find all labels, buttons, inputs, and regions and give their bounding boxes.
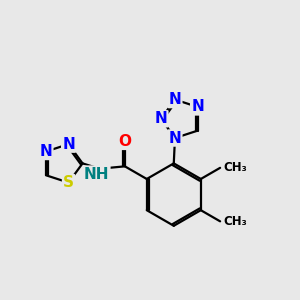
Text: CH₃: CH₃ (224, 161, 248, 174)
Text: N: N (154, 111, 167, 126)
Text: N: N (62, 137, 75, 152)
Text: N: N (169, 92, 181, 107)
Text: S: S (63, 175, 74, 190)
Text: N: N (40, 144, 52, 159)
Text: N: N (191, 99, 204, 114)
Text: O: O (118, 134, 131, 149)
Text: NH: NH (84, 167, 110, 182)
Text: N: N (169, 130, 181, 146)
Text: CH₃: CH₃ (224, 215, 248, 228)
